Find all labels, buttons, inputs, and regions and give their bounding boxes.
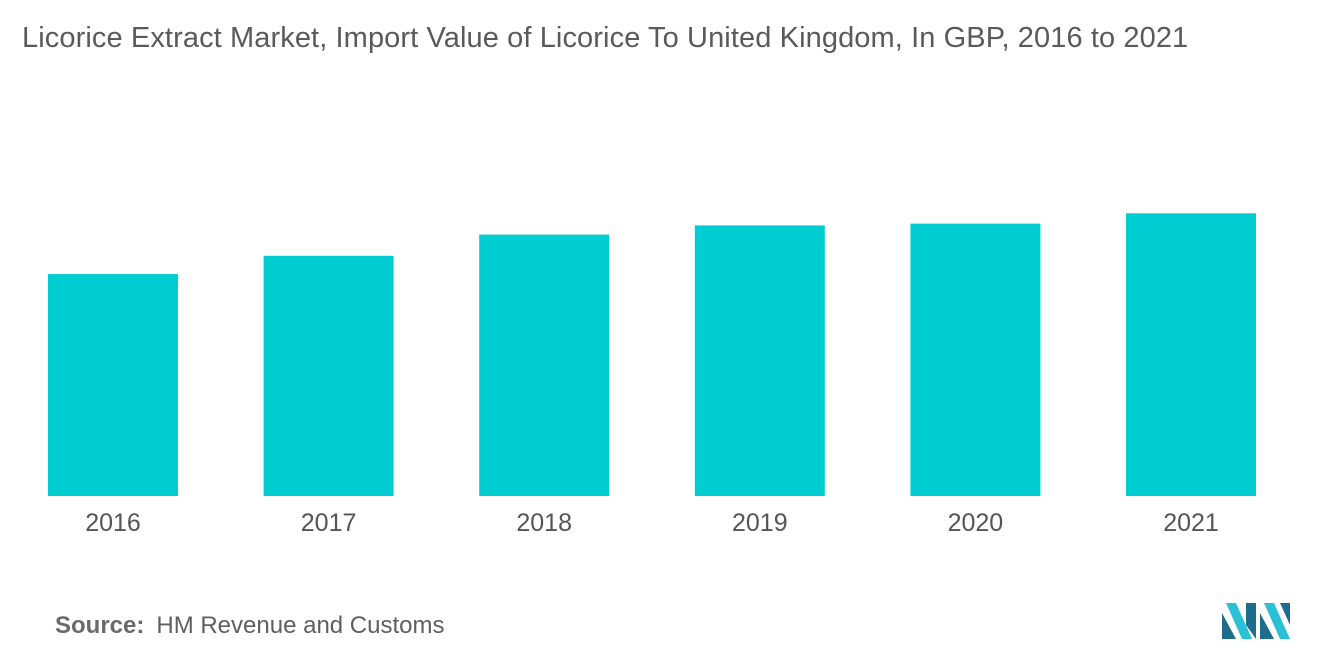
bar-2019 [694, 225, 825, 496]
source-label: Source: [55, 612, 145, 639]
x-tick-label-2018: 2018 [516, 509, 572, 537]
bar-2017 [263, 255, 394, 496]
source-note: Source: HM Revenue and Customs [55, 612, 445, 640]
chart-title: Licorice Extract Market, Import Value of… [22, 22, 1189, 54]
mordor-intelligence-logo-icon [1222, 603, 1290, 639]
bar-2018 [479, 234, 610, 496]
bar-2021 [1126, 213, 1256, 497]
x-tick-label-2017: 2017 [301, 509, 357, 537]
bar-2020 [910, 223, 1041, 496]
x-tick-label-2016: 2016 [85, 509, 141, 537]
source-text: HM Revenue and Customs [156, 612, 445, 639]
x-tick-label-2020: 2020 [948, 509, 1004, 537]
x-tick-label-2021: 2021 [1163, 509, 1219, 537]
bar-2016 [48, 274, 178, 496]
x-tick-label-2019: 2019 [732, 509, 788, 537]
